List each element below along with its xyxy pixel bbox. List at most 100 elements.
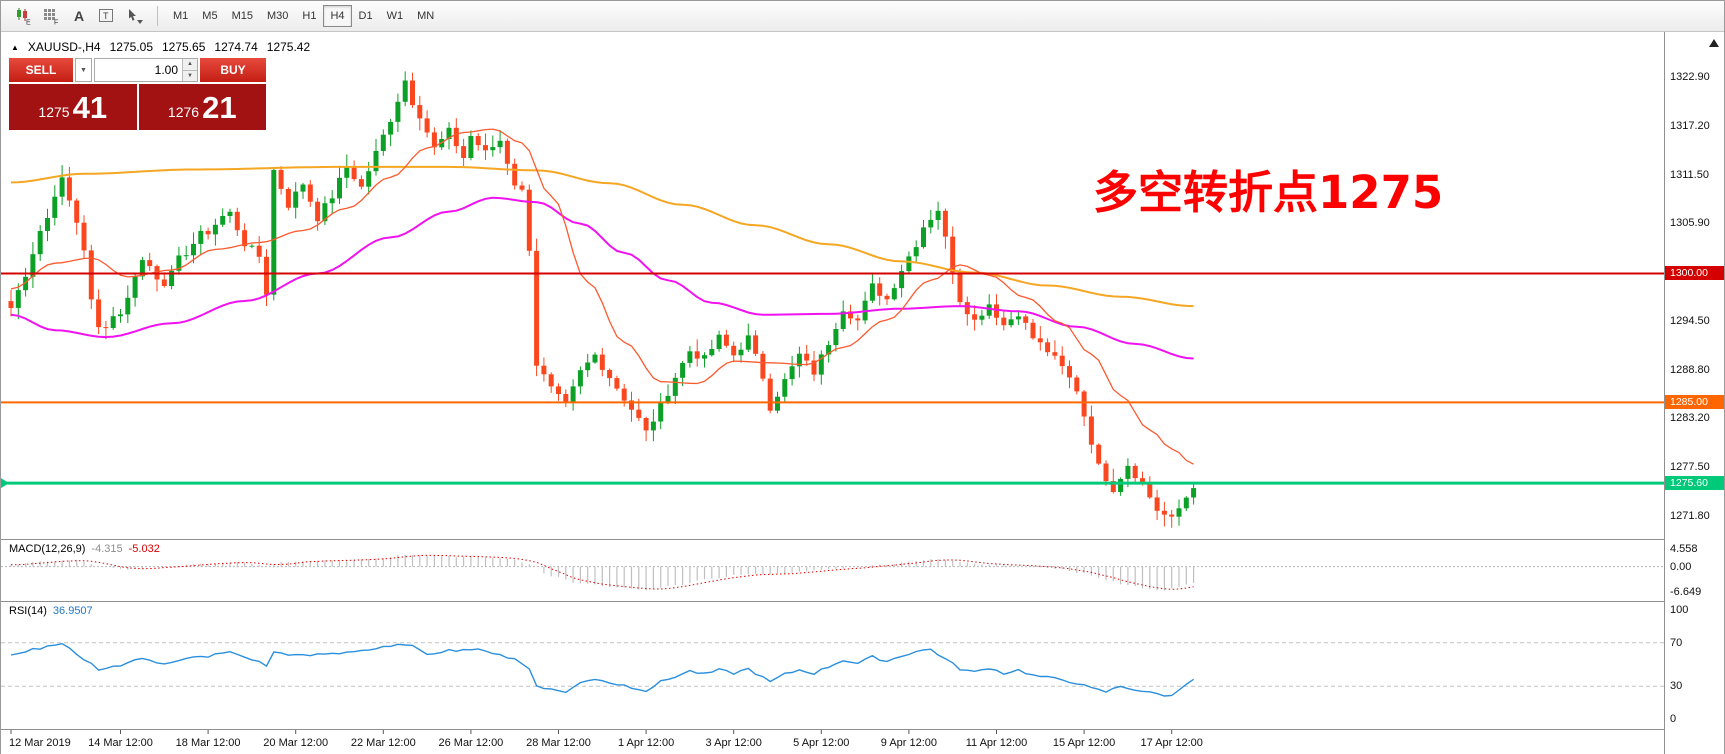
panel-divider[interactable] <box>1 729 1724 730</box>
macd-scale-label: 0.00 <box>1670 561 1692 573</box>
ma-fast-red <box>10 128 1194 465</box>
rsi-line <box>10 642 1194 697</box>
buy-button[interactable]: BUY <box>200 58 266 82</box>
rsi-panel[interactable]: RSI(14) 36.9507 <box>1 602 1664 729</box>
timeframe-w1[interactable]: W1 <box>380 5 411 27</box>
collapse-panel-icon[interactable]: ▲ <box>11 42 19 52</box>
textbox-t-icon[interactable]: T <box>93 4 121 28</box>
macd-panel[interactable]: MACD(12,26,9) -4.315 -5.032 <box>1 540 1664 601</box>
macd-scale-label: -6.649 <box>1670 586 1702 598</box>
price-tick-label: 1305.90 <box>1670 217 1710 229</box>
buy-price-main: 1276 <box>167 104 200 120</box>
time-axis-label: 15 Apr 12:00 <box>1053 737 1115 749</box>
rsi-scale-label: 30 <box>1670 680 1683 692</box>
time-axis-label: 17 Apr 12:00 <box>1141 737 1203 749</box>
macd-main-value: -4.315 <box>91 543 123 555</box>
time-axis-label: 26 Mar 12:00 <box>438 737 503 749</box>
chart-window: ▲ XAUUSD-,H4 1275.05 1275.65 1274.74 127… <box>1 32 1724 754</box>
toolbar-separator <box>157 6 158 26</box>
timeframe-m5[interactable]: M5 <box>195 5 224 27</box>
timeframe-h1[interactable]: H1 <box>295 5 323 27</box>
rsi-title: RSI(14) <box>9 605 47 617</box>
label-a-icon[interactable]: A <box>65 4 93 28</box>
price-chart-panel[interactable]: ▲ XAUUSD-,H4 1275.05 1275.65 1274.74 127… <box>1 32 1664 539</box>
buy-price-pips: 21 <box>202 89 237 125</box>
buy-price-display[interactable]: 1276 21 <box>138 84 266 130</box>
grid-f-icon[interactable]: F <box>37 4 65 28</box>
volume-increase-button[interactable]: ▲ <box>183 59 197 71</box>
time-axis-label: 20 Mar 12:00 <box>263 737 328 749</box>
level-price-label: 1285.00 <box>1665 395 1724 409</box>
price-tick-label: 1283.20 <box>1670 412 1710 424</box>
panel-divider[interactable] <box>1 539 1724 540</box>
level-price-label: 1300.00 <box>1665 266 1724 280</box>
rsi-chart <box>1 642 1664 697</box>
macd-signal-line <box>10 554 1194 590</box>
rsi-scale-label: 70 <box>1670 637 1683 649</box>
price-tick-label: 1311.50 <box>1670 169 1709 181</box>
symbol-period-label: XAUUSD-,H4 <box>27 40 101 54</box>
ohlc-low: 1274.74 <box>214 40 258 54</box>
price-tick-label: 1294.50 <box>1670 315 1710 327</box>
time-axis-label: 28 Mar 12:00 <box>526 737 591 749</box>
sell-price-main: 1275 <box>38 104 70 120</box>
sell-price-display[interactable]: 1275 41 <box>9 84 137 130</box>
timeframe-m15[interactable]: M15 <box>225 5 260 27</box>
time-axis-label: 22 Mar 12:00 <box>351 737 416 749</box>
rsi-value: 36.9507 <box>52 605 93 617</box>
svg-text:F: F <box>54 20 58 26</box>
chart-header: ▲ XAUUSD-,H4 1275.05 1275.65 1274.74 127… <box>11 40 310 54</box>
time-axis-label: 3 Apr 12:00 <box>706 737 762 749</box>
panel-divider[interactable] <box>1 601 1724 602</box>
timeframe-m1[interactable]: M1 <box>166 5 195 27</box>
svg-text:A: A <box>74 8 84 24</box>
ma-medium-magenta <box>10 196 1194 360</box>
time-axis-label: 18 Mar 12:00 <box>176 737 241 749</box>
time-axis-label: 5 Apr 12:00 <box>793 737 849 749</box>
price-tick-label: 1277.50 <box>1670 461 1710 473</box>
ohlc-high: 1275.65 <box>162 40 206 54</box>
timeframe-h4[interactable]: H4 <box>323 5 352 27</box>
ma-slow-orange <box>10 165 1194 308</box>
rsi-label: RSI(14) 36.9507 <box>9 605 93 617</box>
candles-e-icon[interactable]: E <box>9 4 37 28</box>
sell-price-pips: 41 <box>72 89 108 125</box>
time-axis[interactable]: 12 Mar 2019 14 Mar 12:00 18 Mar 12:00 20 Ma… <box>1 730 1664 754</box>
current-price-label: 1275.60 <box>1665 476 1724 490</box>
price-scale[interactable]: 1322.90 1317.20 1311.50 1305.90 1294.50 1288.… <box>1664 32 1724 754</box>
price-tick-label: 1317.20 <box>1670 120 1710 132</box>
time-axis-label: 1 Apr 12:00 <box>618 737 674 749</box>
order-type-dropdown[interactable]: ▼ <box>75 58 92 82</box>
price-tick-label: 1322.90 <box>1670 71 1710 83</box>
timeframe-m30[interactable]: M30 <box>260 5 295 27</box>
chevron-down-icon: ▼ <box>80 66 87 74</box>
one-click-trade-panel: SELL ▼ ▲ ▼ BUY 1275 41 <box>9 58 266 130</box>
candlestick-chart <box>1 71 1664 528</box>
price-tick-label: 1288.80 <box>1670 364 1710 376</box>
draw-tools-icon[interactable] <box>121 4 149 28</box>
time-axis-label: 12 Mar 2019 <box>9 737 71 749</box>
rsi-scale-label: 100 <box>1670 604 1689 616</box>
scale-arrow-icon <box>1709 39 1719 47</box>
timeframe-mn[interactable]: MN <box>410 5 441 27</box>
ohlc-close: 1275.42 <box>266 40 311 54</box>
macd-scale-label: 4.558 <box>1670 543 1698 555</box>
time-axis-label: 14 Mar 12:00 <box>88 737 153 749</box>
time-axis-labels: 12 Mar 2019 14 Mar 12:00 18 Mar 12:00 20 Ma… <box>9 730 1203 749</box>
timeframe-d1[interactable]: D1 <box>352 5 380 27</box>
current-price-marker-icon <box>1 478 9 489</box>
macd-histogram <box>10 555 1195 591</box>
chart-annotation-text: 多空转折点1275 <box>1093 166 1444 219</box>
rsi-scale-label: 0 <box>1670 713 1677 725</box>
time-axis-label: 11 Apr 12:00 <box>966 737 1028 749</box>
volume-input[interactable] <box>95 59 182 81</box>
volume-field: ▲ ▼ <box>94 58 198 82</box>
time-axis-label: 9 Apr 12:00 <box>881 737 937 749</box>
sell-button[interactable]: SELL <box>9 58 73 82</box>
ohlc-open: 1275.05 <box>109 40 153 54</box>
volume-decrease-button[interactable]: ▼ <box>183 70 197 81</box>
macd-title: MACD(12,26,9) <box>9 543 86 555</box>
macd-chart <box>1 554 1664 591</box>
